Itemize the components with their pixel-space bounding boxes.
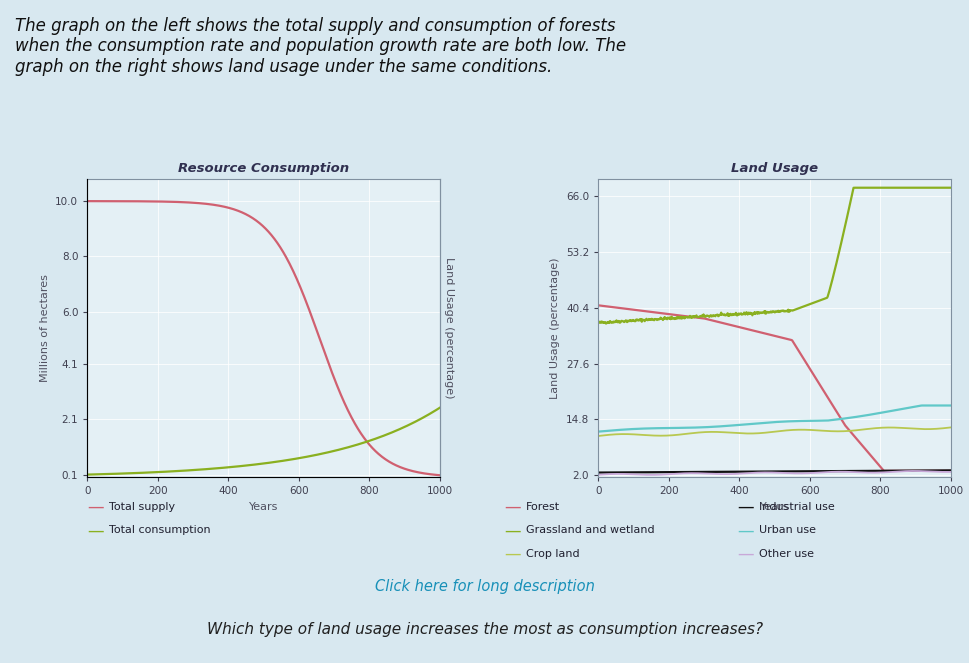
- Text: Other use: Other use: [758, 548, 813, 559]
- Text: —: —: [504, 521, 520, 540]
- Y-axis label: Land Usage (percentage): Land Usage (percentage): [549, 257, 560, 399]
- Y-axis label: Millions of hectares: Millions of hectares: [40, 274, 49, 382]
- Text: Total consumption: Total consumption: [109, 525, 210, 536]
- Text: Grassland and wetland: Grassland and wetland: [525, 525, 654, 536]
- Text: —: —: [504, 544, 520, 563]
- Text: Industrial use: Industrial use: [758, 502, 833, 512]
- Text: The graph on the left shows the total supply and consumption of forests
when the: The graph on the left shows the total su…: [15, 17, 625, 76]
- Text: —: —: [736, 498, 753, 516]
- X-axis label: Years: Years: [248, 502, 278, 512]
- Text: Total supply: Total supply: [109, 502, 174, 512]
- X-axis label: Years: Years: [759, 502, 789, 512]
- Text: Crop land: Crop land: [525, 548, 578, 559]
- Text: —: —: [736, 521, 753, 540]
- Text: —: —: [87, 521, 104, 540]
- Text: Forest: Forest: [525, 502, 559, 512]
- Y-axis label: Land Usage (percentage): Land Usage (percentage): [443, 257, 453, 399]
- Text: Click here for long description: Click here for long description: [375, 579, 594, 594]
- Title: Land Usage: Land Usage: [730, 162, 817, 175]
- Text: Which type of land usage increases the most as consumption increases?: Which type of land usage increases the m…: [206, 623, 763, 637]
- Text: —: —: [736, 544, 753, 563]
- Text: Urban use: Urban use: [758, 525, 815, 536]
- Title: Resource Consumption: Resource Consumption: [177, 162, 349, 175]
- Text: —: —: [87, 498, 104, 516]
- Text: —: —: [504, 498, 520, 516]
